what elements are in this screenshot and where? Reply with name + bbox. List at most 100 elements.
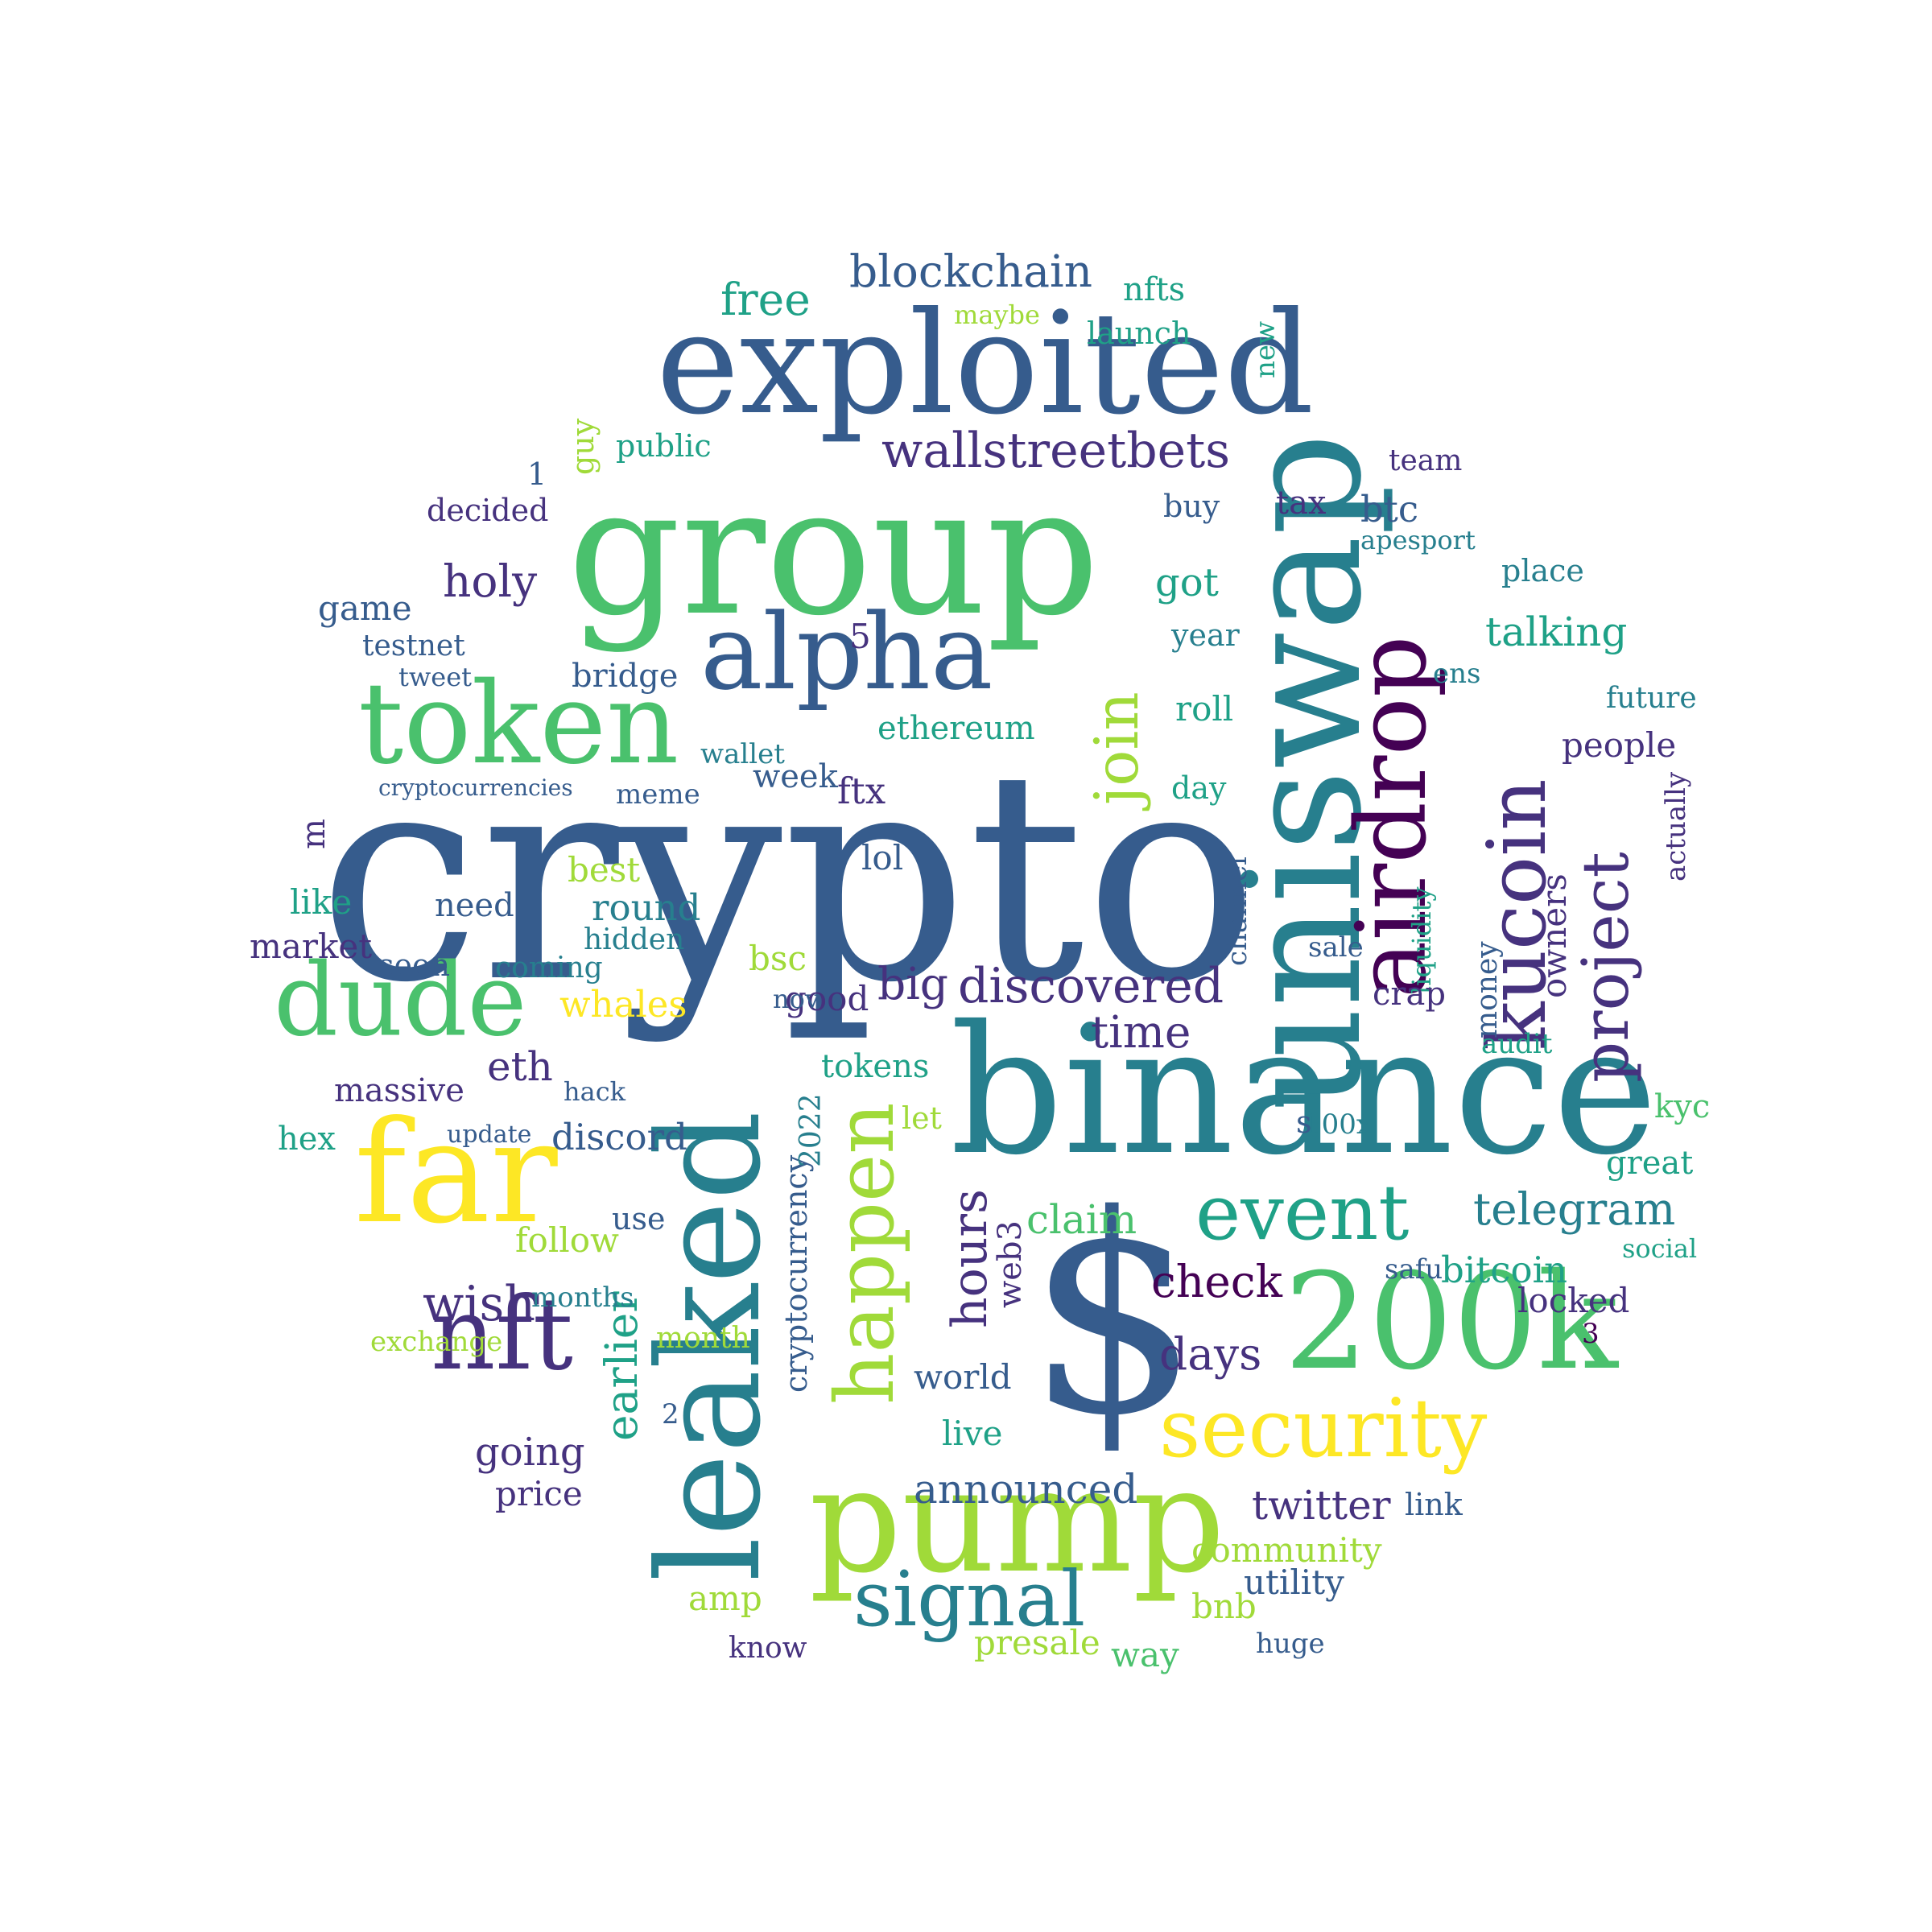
- word-link: link: [1405, 1487, 1463, 1522]
- word-join: join: [1081, 691, 1152, 805]
- word-team: team: [1389, 444, 1463, 477]
- word-eth: eth: [487, 1043, 553, 1090]
- word-bnb: bnb: [1191, 1587, 1257, 1626]
- word-binance: binance: [950, 988, 1658, 1194]
- word-money: money: [1471, 941, 1504, 1038]
- word-apesport: apesport: [1360, 525, 1476, 555]
- word-1: 1: [527, 456, 547, 492]
- word-3: 3: [1582, 1318, 1600, 1350]
- word-world: world: [914, 1357, 1012, 1397]
- word-channel: channel: [1221, 857, 1253, 966]
- word-price: price: [495, 1474, 583, 1513]
- word-talking: talking: [1485, 609, 1628, 655]
- word-nft: nft: [431, 1276, 574, 1393]
- word-dude: dude: [274, 942, 527, 1059]
- word-200k: 200k: [1284, 1245, 1618, 1399]
- word-community: community: [1191, 1530, 1382, 1570]
- word-wallet: wallet: [700, 738, 785, 770]
- word-token: token: [358, 658, 679, 790]
- word-launch: launch: [1087, 316, 1191, 351]
- word-huge: huge: [1256, 1628, 1325, 1660]
- word-hack: hack: [564, 1076, 625, 1107]
- word-hours: hours: [942, 1189, 998, 1328]
- word-discovered: discovered: [958, 958, 1224, 1014]
- word-going: going: [475, 1430, 585, 1475]
- word-massive: massive: [334, 1072, 464, 1109]
- word-game: game: [318, 588, 412, 628]
- word-m: m: [295, 819, 332, 849]
- word-2: 2: [662, 1398, 679, 1430]
- word-cryptocurrencies: cryptocurrencies: [378, 774, 573, 801]
- word-crypto: crypto: [318, 708, 1259, 1046]
- word-seen: seen: [378, 947, 450, 983]
- word-hidden: hidden: [584, 923, 685, 956]
- word-follow: follow: [515, 1220, 619, 1260]
- word-sale: sale: [1308, 931, 1364, 964]
- word-coming: coming: [495, 952, 603, 985]
- word-buy: buy: [1163, 489, 1220, 524]
- word-exploited: exploited: [656, 283, 1315, 446]
- word-presale: presale: [974, 1623, 1100, 1662]
- word-place: place: [1501, 553, 1584, 588]
- word-happen: happen: [818, 1102, 912, 1405]
- word-claim: claim: [1026, 1196, 1137, 1243]
- word-announced: announced: [914, 1466, 1138, 1513]
- word-good: good: [785, 979, 869, 1018]
- word-free: free: [720, 274, 811, 325]
- word-amp: amp: [688, 1579, 762, 1618]
- word-web3: web3: [992, 1220, 1029, 1308]
- word-best: best: [568, 850, 641, 890]
- word-bitcoin: bitcoin: [1441, 1249, 1567, 1291]
- word-utility: utility: [1244, 1563, 1344, 1602]
- word-holy: holy: [443, 555, 538, 607]
- word-people: people: [1562, 725, 1677, 765]
- word-month: month: [656, 1322, 750, 1355]
- word-btc: btc: [1360, 488, 1419, 530]
- word-testnet: testnet: [362, 630, 465, 663]
- word-pump: pump: [809, 1437, 1226, 1605]
- word-got: got: [1155, 560, 1219, 605]
- word-crap: crap: [1373, 976, 1446, 1013]
- word-discord: discord: [551, 1116, 687, 1158]
- word-market: market: [250, 927, 373, 966]
- word-5: 5: [849, 617, 871, 656]
- word-ftx: ftx: [837, 770, 886, 812]
- word-owners: owners: [1534, 873, 1574, 998]
- word-s: s: [1296, 1104, 1312, 1140]
- word-update: update: [447, 1121, 532, 1149]
- word-locked: locked: [1517, 1281, 1630, 1320]
- word-new: new: [1249, 320, 1282, 378]
- word-bsc: bsc: [749, 939, 807, 978]
- word-100x: 100x: [1304, 1108, 1373, 1141]
- word-big: big: [877, 958, 949, 1009]
- word-days: days: [1159, 1328, 1262, 1380]
- word-2022: 2022: [795, 1093, 828, 1167]
- word-know: know: [729, 1632, 807, 1665]
- word-week: week: [753, 758, 838, 795]
- word-safu: safu: [1385, 1253, 1443, 1286]
- word-earlier: earlier: [596, 1291, 647, 1441]
- word-blockchain: blockchain: [849, 246, 1093, 297]
- word-nov: nov: [773, 984, 819, 1014]
- word-need: need: [435, 887, 514, 924]
- word-audit: audit: [1481, 1028, 1553, 1060]
- word-check: check: [1151, 1256, 1282, 1307]
- word-telegram: telegram: [1473, 1183, 1676, 1235]
- word-like: like: [290, 882, 353, 922]
- word-dollar: $: [1026, 1157, 1201, 1476]
- word-tweet: tweet: [398, 662, 472, 692]
- word-social: social: [1622, 1233, 1698, 1264]
- word-whales: whales: [559, 983, 687, 1026]
- word-actually: actually: [1660, 771, 1692, 881]
- word-maybe: maybe: [954, 299, 1040, 330]
- word-nfts: nfts: [1123, 271, 1186, 308]
- word-cryptocurrency: cryptocurrency: [778, 1154, 814, 1393]
- word-months: months: [531, 1282, 634, 1314]
- word-time: time: [1091, 1006, 1191, 1058]
- word-guy: guy: [565, 418, 601, 475]
- word-round: round: [592, 886, 701, 929]
- word-great: great: [1606, 1145, 1694, 1182]
- word-wallstreetbets: wallstreetbets: [881, 423, 1231, 479]
- word-let: let: [902, 1100, 942, 1136]
